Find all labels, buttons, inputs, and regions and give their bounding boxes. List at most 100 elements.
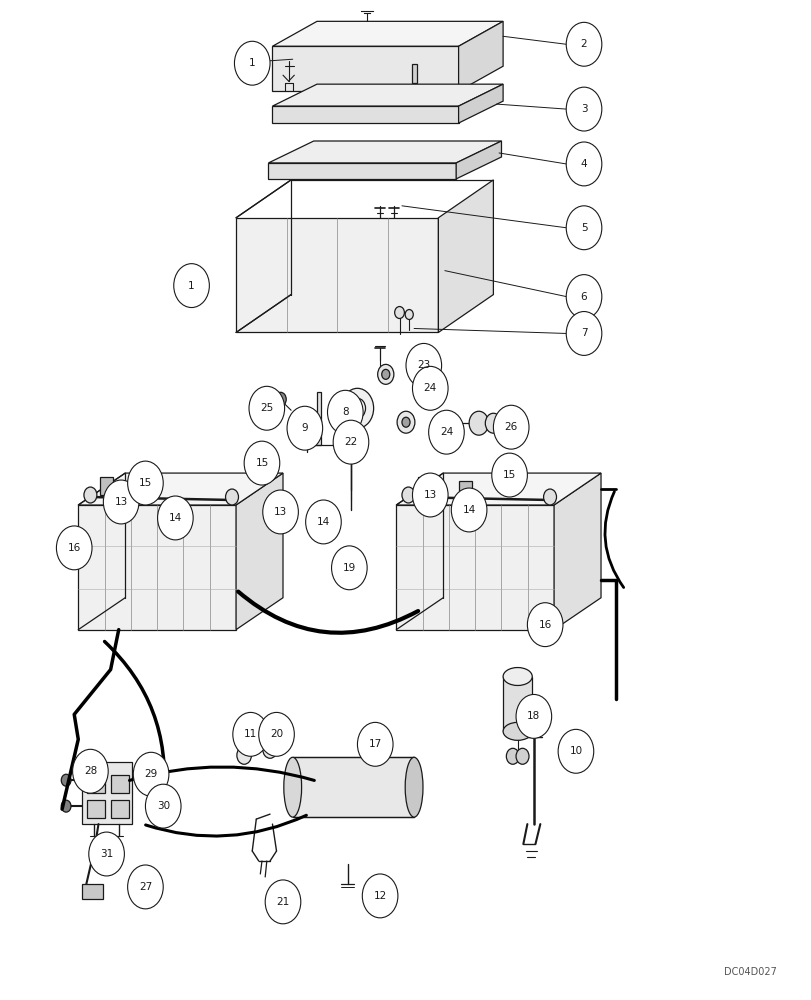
Ellipse shape [284,757,301,817]
Circle shape [275,392,286,406]
Circle shape [565,142,601,186]
Circle shape [263,740,277,758]
Text: 19: 19 [342,563,355,573]
Text: 12: 12 [373,891,386,901]
Circle shape [333,420,368,464]
Polygon shape [100,477,113,495]
Polygon shape [458,21,503,91]
Polygon shape [82,762,132,824]
Circle shape [341,388,373,428]
Text: 24: 24 [423,383,436,393]
Polygon shape [458,481,471,499]
Text: 28: 28 [84,766,97,776]
Circle shape [103,480,139,524]
Text: 13: 13 [423,490,436,500]
Ellipse shape [405,757,423,817]
Circle shape [428,410,464,454]
Circle shape [469,411,488,435]
Circle shape [394,307,404,319]
Polygon shape [458,84,503,123]
Circle shape [157,496,193,540]
Circle shape [263,490,298,534]
Text: 4: 4 [580,159,586,169]
Polygon shape [396,473,600,505]
Circle shape [565,275,601,319]
Text: 24: 24 [440,427,453,437]
Circle shape [84,487,97,503]
Circle shape [491,453,526,497]
Text: 6: 6 [580,292,586,302]
Text: 30: 30 [157,801,169,811]
Polygon shape [272,106,458,123]
Polygon shape [272,21,503,46]
Polygon shape [553,473,600,630]
Circle shape [543,489,556,505]
Polygon shape [272,84,503,106]
Circle shape [493,405,528,449]
Text: 20: 20 [269,729,283,739]
Circle shape [145,784,181,828]
Polygon shape [236,473,283,630]
Circle shape [61,774,71,786]
Circle shape [56,526,92,570]
Polygon shape [78,505,236,630]
Text: 16: 16 [538,620,551,630]
Circle shape [237,746,251,764]
Circle shape [305,500,341,544]
Circle shape [565,206,601,250]
Text: 14: 14 [169,513,182,523]
Text: 29: 29 [144,769,157,779]
Polygon shape [111,800,129,818]
Circle shape [516,748,528,764]
Circle shape [249,386,285,430]
Text: 8: 8 [341,407,348,417]
Circle shape [405,310,413,320]
Text: 16: 16 [67,543,81,553]
Circle shape [174,264,209,308]
Circle shape [397,411,414,433]
Polygon shape [418,477,431,495]
Polygon shape [396,505,553,630]
Polygon shape [456,141,501,179]
Text: 14: 14 [316,517,330,527]
Text: 18: 18 [526,711,540,721]
Circle shape [526,603,562,647]
Circle shape [133,752,169,796]
Polygon shape [82,884,102,899]
Circle shape [565,87,601,131]
Circle shape [565,312,601,355]
Text: 13: 13 [273,507,287,517]
Circle shape [265,880,300,924]
Text: 27: 27 [139,882,152,892]
Text: 23: 23 [417,360,430,370]
Circle shape [233,712,268,756]
Polygon shape [140,481,153,499]
Polygon shape [236,218,438,332]
Circle shape [565,22,601,66]
Text: 15: 15 [502,470,516,480]
Polygon shape [307,392,320,420]
Text: 31: 31 [100,849,113,859]
Text: 25: 25 [260,403,273,413]
Text: 22: 22 [344,437,357,447]
Text: 9: 9 [301,423,308,433]
Text: DC04D027: DC04D027 [723,967,775,977]
Polygon shape [111,775,129,793]
Circle shape [127,461,163,505]
Polygon shape [78,473,283,505]
Text: 2: 2 [580,39,586,49]
Ellipse shape [503,722,531,740]
Circle shape [225,489,238,505]
Circle shape [401,417,410,427]
Text: 26: 26 [504,422,517,432]
Polygon shape [412,64,417,83]
Polygon shape [315,420,320,445]
Text: 17: 17 [368,739,381,749]
Polygon shape [268,163,456,179]
Circle shape [485,413,501,433]
Polygon shape [268,141,501,163]
Circle shape [412,473,448,517]
Text: 14: 14 [462,505,475,515]
Circle shape [362,874,397,918]
Circle shape [259,712,294,756]
